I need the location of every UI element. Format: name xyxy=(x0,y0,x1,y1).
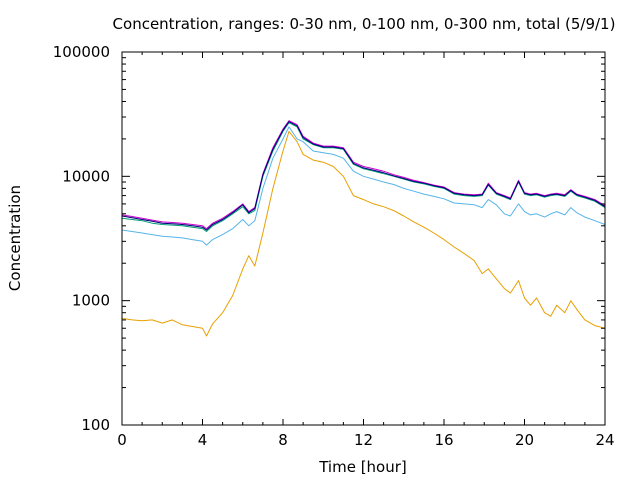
x-tick-label: 12 xyxy=(354,431,373,449)
series-line-2 xyxy=(121,126,606,246)
plot-frame xyxy=(121,51,606,426)
x-tick-label: 16 xyxy=(434,431,453,449)
series-line-5 xyxy=(121,121,606,231)
series-line-3 xyxy=(121,122,606,232)
y-tick-label: 100000 xyxy=(53,43,110,61)
x-tick-label: 20 xyxy=(515,431,534,449)
y-tick-label: 100 xyxy=(81,416,110,434)
y-tick-label: 10000 xyxy=(62,167,110,185)
y-axis: 100 1000 10000 100000 xyxy=(53,43,605,434)
x-tick-label: 8 xyxy=(278,431,288,449)
x-tick-label: 0 xyxy=(117,431,127,449)
x-axis: 0 4 8 12 16 20 24 xyxy=(117,52,615,449)
chart-title: Concentration, ranges: 0-30 nm, 0-100 nm… xyxy=(113,15,616,33)
x-tick-label: 24 xyxy=(595,431,614,449)
y-axis-label: Concentration xyxy=(6,185,24,291)
series-line-1 xyxy=(121,130,606,337)
x-axis-label: Time [hour] xyxy=(318,458,407,476)
series-line-4 xyxy=(121,120,606,230)
y-tick-label: 1000 xyxy=(72,292,110,310)
series-layer xyxy=(121,120,606,337)
x-tick-label: 4 xyxy=(198,431,208,449)
